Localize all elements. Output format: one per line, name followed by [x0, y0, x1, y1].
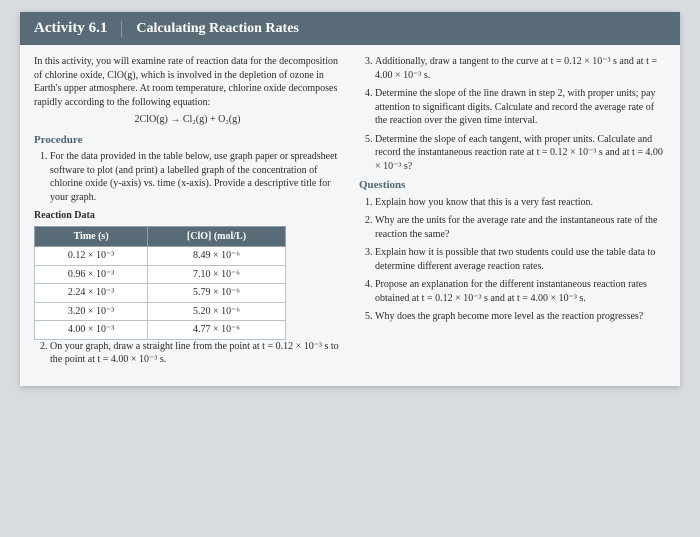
activity-title: Calculating Reaction Rates — [121, 21, 299, 37]
table-title: Reaction Data — [34, 209, 341, 223]
question-3: Explain how it is possible that two stud… — [375, 246, 666, 273]
step-3: Additionally, draw a tangent to the curv… — [375, 55, 666, 82]
step-1: For the data provided in the table below… — [50, 150, 341, 204]
activity-header: Activity 6.1 Calculating Reaction Rates — [20, 12, 680, 45]
activity-number: Activity 6.1 — [34, 20, 107, 37]
equation: 2ClO(g) → Cl₂(g) + O₂(g) — [34, 113, 341, 127]
questions-heading: Questions — [359, 178, 666, 193]
reaction-data-table: Time (s) [ClO] (mol/L) 0.12 × 10⁻³8.49 ×… — [34, 226, 286, 340]
table-row: 0.12 × 10⁻³8.49 × 10⁻⁶ — [35, 247, 286, 266]
col-clo-header: [ClO] (mol/L) — [148, 226, 286, 247]
step-5: Determine the slope of each tangent, wit… — [375, 133, 666, 174]
table-row: 2.24 × 10⁻³5.79 × 10⁻⁶ — [35, 284, 286, 303]
table-row: 4.00 × 10⁻³4.77 × 10⁻⁶ — [35, 321, 286, 340]
questions-list: Explain how you know that this is a very… — [359, 196, 666, 324]
table-row: 3.20 × 10⁻³5.20 × 10⁻⁶ — [35, 302, 286, 321]
procedure-list-right: Additionally, draw a tangent to the curv… — [359, 55, 666, 173]
question-1: Explain how you know that this is a very… — [375, 196, 666, 210]
left-column: In this activity, you will examine rate … — [34, 55, 341, 372]
step-2: On your graph, draw a straight line from… — [50, 340, 341, 367]
procedure-list-left-2: On your graph, draw a straight line from… — [34, 340, 341, 367]
content-columns: In this activity, you will examine rate … — [20, 45, 680, 372]
procedure-list-left: For the data provided in the table below… — [34, 150, 341, 204]
table-row: 0.96 × 10⁻³7.10 × 10⁻⁶ — [35, 265, 286, 284]
col-time-header: Time (s) — [35, 226, 148, 247]
page: Activity 6.1 Calculating Reaction Rates … — [20, 12, 680, 386]
question-5: Why does the graph become more level as … — [375, 310, 666, 324]
procedure-heading: Procedure — [34, 133, 341, 148]
question-2: Why are the units for the average rate a… — [375, 214, 666, 241]
right-column: Additionally, draw a tangent to the curv… — [359, 55, 666, 372]
step-4: Determine the slope of the line drawn in… — [375, 87, 666, 128]
question-4: Propose an explanation for the different… — [375, 278, 666, 305]
intro-text: In this activity, you will examine rate … — [34, 55, 341, 109]
